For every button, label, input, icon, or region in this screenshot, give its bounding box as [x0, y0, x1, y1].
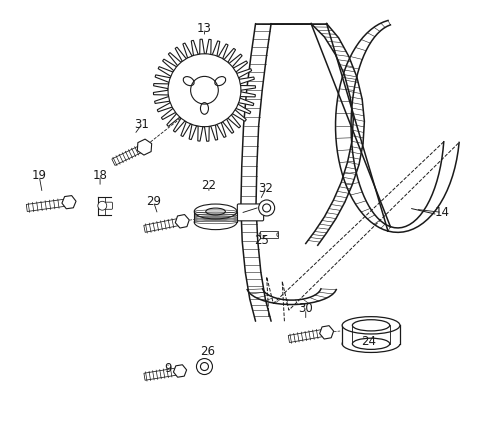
Text: 26: 26: [201, 346, 216, 358]
FancyBboxPatch shape: [237, 204, 264, 221]
Polygon shape: [320, 326, 334, 339]
Text: 22: 22: [202, 179, 216, 192]
Text: 24: 24: [361, 335, 376, 348]
Polygon shape: [144, 367, 180, 380]
Ellipse shape: [277, 233, 279, 236]
Circle shape: [98, 201, 107, 210]
Polygon shape: [173, 365, 187, 377]
Text: 25: 25: [254, 234, 269, 247]
Polygon shape: [260, 231, 278, 238]
Ellipse shape: [206, 208, 225, 215]
Text: 9: 9: [164, 362, 172, 375]
Circle shape: [259, 200, 275, 216]
Ellipse shape: [194, 204, 237, 219]
Text: 31: 31: [134, 118, 149, 131]
Ellipse shape: [352, 338, 390, 350]
Text: 29: 29: [146, 195, 161, 208]
Circle shape: [201, 363, 208, 371]
Text: 32: 32: [258, 182, 273, 195]
Ellipse shape: [342, 316, 400, 334]
Polygon shape: [154, 39, 255, 141]
Polygon shape: [194, 211, 237, 222]
Polygon shape: [112, 144, 146, 165]
Text: 13: 13: [197, 22, 212, 35]
Ellipse shape: [259, 233, 261, 236]
Circle shape: [191, 76, 218, 104]
Circle shape: [168, 54, 241, 127]
Polygon shape: [137, 139, 152, 155]
Circle shape: [196, 358, 213, 375]
Polygon shape: [62, 196, 76, 209]
Circle shape: [263, 204, 271, 212]
Polygon shape: [26, 198, 70, 211]
Text: 14: 14: [434, 206, 450, 219]
Ellipse shape: [352, 320, 390, 331]
Polygon shape: [175, 215, 189, 228]
FancyBboxPatch shape: [105, 202, 112, 209]
Text: 18: 18: [93, 169, 108, 182]
Polygon shape: [342, 325, 400, 344]
Polygon shape: [288, 329, 327, 342]
Polygon shape: [144, 218, 183, 232]
Ellipse shape: [342, 335, 400, 352]
Text: 19: 19: [32, 169, 47, 182]
Ellipse shape: [194, 215, 237, 230]
Text: 30: 30: [299, 302, 313, 315]
